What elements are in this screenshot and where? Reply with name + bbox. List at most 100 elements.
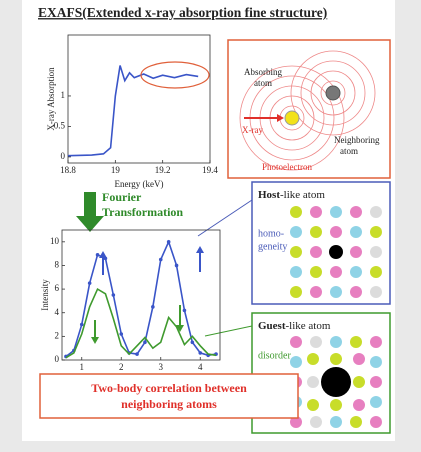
atom (307, 353, 319, 365)
y-axis-label: X-ray Absorption (46, 67, 56, 131)
atom (330, 226, 342, 238)
point (119, 332, 123, 336)
atom (290, 336, 302, 348)
atom (350, 286, 362, 298)
atom (353, 399, 365, 411)
y-tick-label: 2 (55, 330, 60, 340)
atom (290, 266, 302, 278)
figure: EXAFS(Extended x-ray absorption fine str… (0, 0, 421, 452)
label: disorder (258, 350, 291, 361)
x-axis-label: Energy (keV) (114, 179, 163, 189)
atom (370, 246, 382, 258)
absorbing-atom (285, 111, 299, 125)
label: Neighboring (334, 135, 380, 145)
atom (310, 336, 322, 348)
atom (307, 376, 319, 388)
atom (321, 367, 351, 397)
label: atom (340, 146, 358, 156)
atom (370, 356, 382, 368)
atom (290, 356, 302, 368)
atom (310, 226, 322, 238)
y-tick-label: 1 (61, 90, 66, 100)
x-tick-label: 4 (198, 362, 203, 372)
scattering-box (228, 40, 390, 178)
atom (310, 416, 322, 428)
atom (350, 416, 362, 428)
atom (370, 376, 382, 388)
atom (330, 206, 342, 218)
atom (290, 226, 302, 238)
atom (350, 206, 362, 218)
atom (330, 399, 342, 411)
label: Fourier (102, 190, 142, 204)
summary: Two-body correlation between (91, 381, 247, 395)
point (80, 323, 84, 327)
atom (370, 286, 382, 298)
y-axis-label: Intensity (40, 279, 50, 311)
atom (310, 266, 322, 278)
point (135, 352, 139, 356)
atom (370, 226, 382, 238)
atom (330, 336, 342, 348)
label: Transformation (102, 205, 183, 219)
neighbor-atom (326, 86, 340, 100)
summary: neighboring atoms (121, 397, 217, 411)
x-tick-label: 19.2 (155, 165, 171, 175)
point (183, 309, 187, 313)
point (96, 253, 100, 257)
atom (330, 266, 342, 278)
atom (329, 245, 343, 259)
atom (290, 206, 302, 218)
x-tick-label: 2 (119, 362, 124, 372)
atom (350, 226, 362, 238)
atom (307, 399, 319, 411)
label: Host (258, 189, 280, 201)
y-tick-label: 6 (55, 283, 60, 293)
point (175, 264, 179, 268)
atom (310, 246, 322, 258)
label: Guest (258, 320, 286, 332)
atom (330, 353, 342, 365)
x-tick-label: 18.8 (60, 165, 76, 175)
x-tick-label: 19.4 (202, 165, 218, 175)
point (143, 340, 147, 344)
point (198, 351, 202, 355)
y-tick-label: 4 (55, 307, 60, 317)
point (151, 305, 155, 309)
x-tick-label: 3 (159, 362, 164, 372)
x-tick-label: 19 (111, 165, 121, 175)
y-tick-label: 10 (50, 236, 60, 246)
point (112, 293, 116, 297)
atom (350, 246, 362, 258)
y-tick-label: 0 (55, 354, 60, 364)
point (159, 258, 163, 262)
atom (370, 416, 382, 428)
y-tick-label: 0 (61, 151, 66, 161)
atom (370, 266, 382, 278)
label: Photoelectron (262, 162, 312, 172)
title: EXAFS(Extended x-ray absorption fine str… (38, 5, 327, 20)
atom (353, 353, 365, 365)
box-title: Guest-like atom (258, 320, 331, 332)
label: geneity (258, 241, 287, 252)
label: X-ray (242, 125, 263, 135)
label: homo- (258, 228, 284, 239)
point (167, 240, 171, 244)
label: Absorbing (244, 67, 282, 77)
atom (350, 336, 362, 348)
box-title: Host-like atom (258, 189, 325, 201)
atom (330, 416, 342, 428)
atom (370, 336, 382, 348)
atom (310, 206, 322, 218)
label: -like atom (286, 320, 331, 332)
point (191, 340, 195, 344)
atom (350, 266, 362, 278)
y-tick-label: 8 (55, 260, 60, 270)
atom (370, 206, 382, 218)
point (88, 281, 92, 285)
atom (353, 376, 365, 388)
label: -like atom (280, 189, 325, 201)
atom (370, 396, 382, 408)
label: atom (254, 78, 272, 88)
atom (330, 286, 342, 298)
